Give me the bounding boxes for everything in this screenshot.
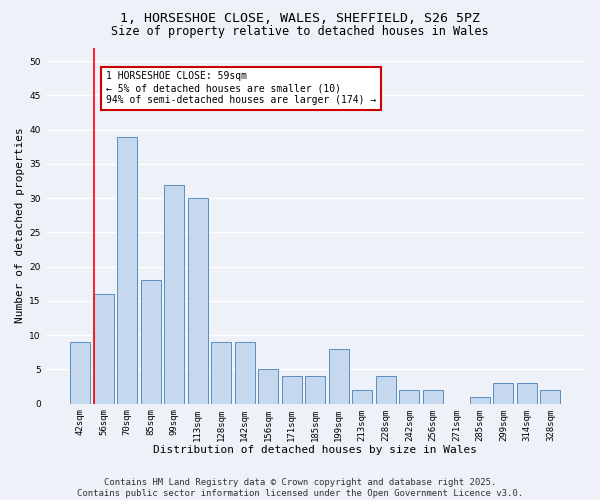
Bar — [423, 390, 443, 404]
Bar — [541, 390, 560, 404]
Bar — [493, 383, 514, 404]
Text: Size of property relative to detached houses in Wales: Size of property relative to detached ho… — [111, 25, 489, 38]
Bar — [258, 370, 278, 404]
Bar — [329, 349, 349, 404]
Bar — [470, 397, 490, 404]
Y-axis label: Number of detached properties: Number of detached properties — [15, 128, 25, 324]
Bar — [305, 376, 325, 404]
Bar — [235, 342, 254, 404]
Bar — [376, 376, 396, 404]
Bar — [117, 136, 137, 404]
Bar — [352, 390, 373, 404]
Bar — [188, 198, 208, 404]
Text: 1, HORSESHOE CLOSE, WALES, SHEFFIELD, S26 5PZ: 1, HORSESHOE CLOSE, WALES, SHEFFIELD, S2… — [120, 12, 480, 26]
Bar — [70, 342, 90, 404]
Bar — [517, 383, 537, 404]
Bar — [282, 376, 302, 404]
Bar — [164, 184, 184, 404]
Bar — [94, 294, 113, 404]
Text: 1 HORSESHOE CLOSE: 59sqm
← 5% of detached houses are smaller (10)
94% of semi-de: 1 HORSESHOE CLOSE: 59sqm ← 5% of detache… — [106, 72, 376, 104]
Bar — [400, 390, 419, 404]
Text: Contains HM Land Registry data © Crown copyright and database right 2025.
Contai: Contains HM Land Registry data © Crown c… — [77, 478, 523, 498]
X-axis label: Distribution of detached houses by size in Wales: Distribution of detached houses by size … — [153, 445, 477, 455]
Bar — [140, 280, 161, 404]
Bar — [211, 342, 231, 404]
